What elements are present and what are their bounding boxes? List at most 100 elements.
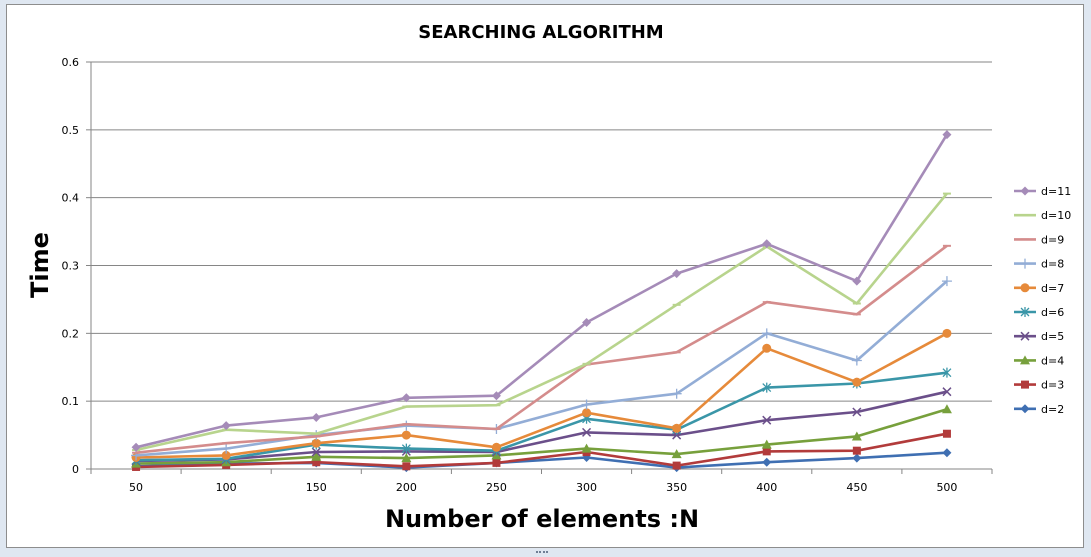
data-point bbox=[762, 457, 772, 467]
data-point bbox=[221, 443, 232, 454]
x-tick-label: 400 bbox=[756, 481, 777, 494]
legend-item: d=6 bbox=[1014, 306, 1064, 319]
data-point bbox=[1021, 380, 1029, 389]
legend-item: d=7 bbox=[1014, 282, 1064, 295]
y-tick-label: 0 bbox=[72, 463, 79, 476]
legend-item: d=3 bbox=[1014, 379, 1064, 392]
x-tick-label: 50 bbox=[129, 481, 143, 494]
legend-label: d=5 bbox=[1041, 330, 1064, 343]
series-d-11 bbox=[131, 130, 952, 452]
x-tick-label: 150 bbox=[306, 481, 327, 494]
legend-item: d=8 bbox=[1014, 258, 1064, 271]
series-d-4 bbox=[131, 404, 952, 468]
data-point bbox=[581, 399, 592, 410]
data-point bbox=[852, 446, 861, 455]
x-tick-label: 350 bbox=[666, 481, 687, 494]
data-point bbox=[942, 429, 951, 438]
legend-item: d=4 bbox=[1014, 354, 1064, 367]
data-point bbox=[942, 367, 952, 378]
data-point bbox=[491, 442, 501, 452]
data-point bbox=[671, 388, 682, 399]
x-tick-label: 200 bbox=[396, 481, 417, 494]
data-point bbox=[672, 269, 682, 279]
series-d-7 bbox=[131, 328, 952, 462]
data-point bbox=[762, 447, 771, 456]
data-point bbox=[311, 451, 322, 461]
x-tick-label: 300 bbox=[576, 481, 597, 494]
legend-item: d=10 bbox=[1014, 209, 1071, 222]
series-line bbox=[135, 244, 948, 454]
legend-label: d=10 bbox=[1041, 209, 1071, 222]
y-tick-label: 0.1 bbox=[62, 395, 80, 408]
data-point bbox=[131, 442, 141, 452]
x-tick-label: 250 bbox=[486, 481, 507, 494]
data-point bbox=[851, 355, 862, 366]
data-point bbox=[761, 328, 772, 339]
data-point bbox=[582, 317, 592, 327]
x-axis-title: Number of elements :N bbox=[385, 505, 699, 533]
data-point bbox=[671, 449, 682, 459]
data-point bbox=[312, 458, 321, 467]
data-point bbox=[401, 443, 411, 454]
data-point bbox=[401, 430, 411, 440]
y-tick-label: 0.6 bbox=[62, 56, 80, 69]
legend-label: d=8 bbox=[1041, 258, 1064, 271]
data-point bbox=[221, 421, 231, 431]
legend-label: d=2 bbox=[1041, 403, 1064, 416]
data-point bbox=[1020, 258, 1030, 269]
data-point bbox=[221, 450, 231, 460]
legend-label: d=11 bbox=[1041, 185, 1071, 198]
series-line bbox=[136, 371, 948, 462]
x-axis-ticks: 50 100 150 200 250 300 350 400 450 500 bbox=[90, 469, 993, 494]
series-line bbox=[136, 332, 948, 459]
data-point bbox=[1020, 331, 1030, 341]
series-line bbox=[136, 408, 948, 465]
data-point bbox=[581, 443, 592, 453]
legend-item: d=9 bbox=[1014, 233, 1064, 246]
data-point bbox=[1020, 404, 1030, 414]
y-tick-label: 0.4 bbox=[62, 192, 80, 205]
x-tick-label: 100 bbox=[216, 481, 237, 494]
data-point bbox=[761, 439, 772, 449]
data-point bbox=[492, 458, 501, 467]
data-point bbox=[1020, 355, 1030, 365]
y-tick-label: 0.2 bbox=[62, 327, 80, 340]
resize-handle[interactable] bbox=[536, 551, 548, 556]
data-point bbox=[1020, 283, 1030, 293]
data-point bbox=[491, 391, 501, 401]
data-point bbox=[402, 462, 411, 471]
series-line bbox=[136, 390, 948, 463]
data-point bbox=[942, 130, 952, 140]
data-point bbox=[942, 387, 952, 397]
legend-label: d=7 bbox=[1041, 282, 1064, 295]
legend-label: d=9 bbox=[1041, 233, 1064, 246]
data-point bbox=[941, 276, 952, 287]
data-point bbox=[941, 404, 952, 414]
data-point bbox=[852, 377, 862, 387]
series-line bbox=[135, 133, 949, 449]
legend-label: d=6 bbox=[1041, 306, 1064, 319]
data-point bbox=[311, 447, 321, 457]
y-tick-label: 0.3 bbox=[62, 260, 80, 273]
chart-title: SEARCHING ALGORITHM bbox=[418, 22, 663, 43]
data-point bbox=[852, 276, 862, 286]
data-point bbox=[311, 412, 321, 422]
x-tick-label: 450 bbox=[846, 481, 867, 494]
gridlines bbox=[90, 61, 992, 470]
data-point bbox=[762, 343, 772, 353]
legend: d=11 d=10 d=9 d=8 d=7 d=6 d=5 d=4 d=3 d=2 bbox=[1014, 185, 1071, 416]
data-point bbox=[401, 393, 411, 403]
data-point bbox=[672, 461, 681, 470]
legend-item: d=2 bbox=[1014, 403, 1064, 416]
series-d-10 bbox=[132, 192, 951, 452]
data-point bbox=[942, 328, 952, 338]
data-point bbox=[762, 382, 772, 393]
data-point bbox=[762, 415, 772, 425]
data-point bbox=[762, 239, 772, 249]
legend-label: d=3 bbox=[1041, 379, 1064, 392]
y-tick-label: 0.5 bbox=[62, 124, 80, 137]
series-layer bbox=[131, 130, 952, 473]
data-point bbox=[1020, 186, 1030, 196]
data-point bbox=[852, 407, 862, 417]
